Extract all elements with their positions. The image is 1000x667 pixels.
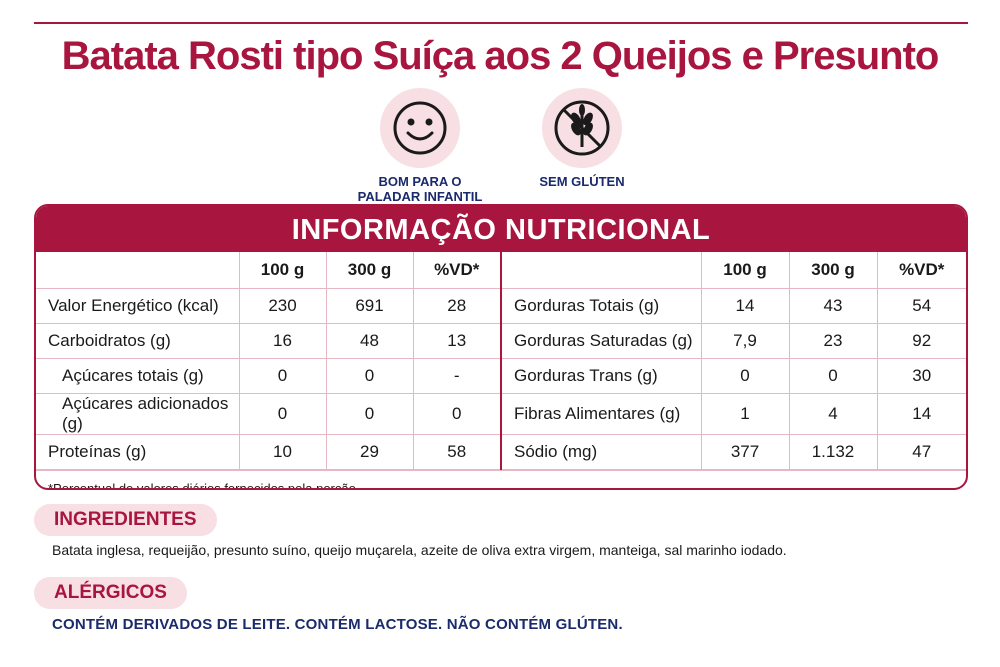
nutrient-value: 377 bbox=[700, 433, 790, 470]
nutrient-value: 0 bbox=[238, 392, 327, 435]
empty-cell bbox=[500, 252, 702, 289]
table-row: Valor Energético (kcal) 230 691 28 Gordu… bbox=[36, 287, 966, 324]
nutrient-value: 0 bbox=[700, 357, 790, 394]
product-title: Batata Rosti tipo Suíça aos 2 Queijos e … bbox=[61, 34, 940, 78]
nutrient-value: 10 bbox=[238, 433, 327, 470]
table-row: Açúcares totais (g) 0 0 - Gorduras Trans… bbox=[36, 357, 966, 394]
nutrient-value: 48 bbox=[325, 322, 414, 359]
nutrient-value: 0 bbox=[238, 357, 327, 394]
smiley-face-icon bbox=[380, 88, 460, 168]
nutrition-header: INFORMAÇÃO NUTRICIONAL bbox=[36, 206, 966, 252]
nutrient-value: 23 bbox=[788, 322, 878, 359]
nutrient-label: Proteínas (g) bbox=[36, 433, 240, 470]
nutrient-value: 14 bbox=[876, 392, 966, 435]
nutrient-value: 16 bbox=[238, 322, 327, 359]
no-wheat-icon bbox=[542, 88, 622, 168]
badge-kids: BOM PARA O PALADAR INFANTIL bbox=[335, 88, 505, 204]
nutrient-value: 0 bbox=[788, 357, 878, 394]
nutrient-value: - bbox=[412, 357, 502, 394]
top-rule bbox=[34, 22, 968, 24]
nutrient-value: 0 bbox=[325, 392, 414, 435]
nutrient-value: 14 bbox=[700, 287, 790, 324]
nutrient-value: 54 bbox=[876, 287, 966, 324]
nutrient-value: 7,9 bbox=[700, 322, 790, 359]
nutrient-value: 13 bbox=[412, 322, 502, 359]
nutrient-label: Sódio (mg) bbox=[500, 433, 702, 470]
allergens-text: CONTÉM DERIVADOS DE LEITE. CONTÉM LACTOS… bbox=[52, 616, 623, 633]
badge-gluten-label: SEM GLÚTEN bbox=[539, 174, 625, 189]
nutrient-label: Fibras Alimentares (g) bbox=[500, 392, 702, 435]
table-row: Açúcares adicionados (g) 0 0 0 Fibras Al… bbox=[36, 392, 966, 435]
column-header: 100 g bbox=[238, 252, 327, 289]
nutrient-label: Açúcares totais (g) bbox=[36, 357, 240, 394]
nutrient-label: Gorduras Trans (g) bbox=[500, 357, 702, 394]
nutrient-value: 0 bbox=[412, 392, 502, 435]
column-header: 100 g bbox=[700, 252, 790, 289]
column-header: 300 g bbox=[325, 252, 414, 289]
nutrient-label: Gorduras Saturadas (g) bbox=[500, 322, 702, 359]
nutrient-value: 4 bbox=[788, 392, 878, 435]
nutrition-footnote: *Percentual de valores diários fornecido… bbox=[36, 469, 966, 488]
nutrient-label: Gorduras Totais (g) bbox=[500, 287, 702, 324]
table-row: Carboidratos (g) 16 48 13 Gorduras Satur… bbox=[36, 322, 966, 359]
nutrient-value: 0 bbox=[325, 357, 414, 394]
nutrient-value: 92 bbox=[876, 322, 966, 359]
nutrient-value: 47 bbox=[876, 433, 966, 470]
badge-gluten-free: SEM GLÚTEN bbox=[497, 88, 667, 189]
ingredients-heading: INGREDIENTES bbox=[34, 504, 217, 536]
nutrition-grid: 100 g 300 g %VD* 100 g 300 g %VD* Valor … bbox=[36, 252, 966, 470]
nutrient-value: 1.132 bbox=[788, 433, 878, 470]
empty-cell bbox=[36, 252, 240, 289]
column-header: 300 g bbox=[788, 252, 878, 289]
nutrient-label: Açúcares adicionados (g) bbox=[36, 392, 240, 435]
table-row: Proteínas (g) 10 29 58 Sódio (mg) 377 1.… bbox=[36, 433, 966, 470]
nutrient-label: Carboidratos (g) bbox=[36, 322, 240, 359]
nutrient-label: Valor Energético (kcal) bbox=[36, 287, 240, 324]
ingredients-text: Batata inglesa, requeijão, presunto suín… bbox=[52, 542, 787, 558]
nutrient-value: 29 bbox=[325, 433, 414, 470]
nutrient-value: 28 bbox=[412, 287, 502, 324]
nutrition-column-headers: 100 g 300 g %VD* 100 g 300 g %VD* bbox=[36, 252, 966, 289]
column-header: %VD* bbox=[876, 252, 966, 289]
nutrient-value: 1 bbox=[700, 392, 790, 435]
nutrient-value: 30 bbox=[876, 357, 966, 394]
allergens-heading: ALÉRGICOS bbox=[34, 577, 187, 609]
column-header: %VD* bbox=[412, 252, 502, 289]
badge-kids-label: BOM PARA O PALADAR INFANTIL bbox=[357, 174, 483, 204]
nutrient-value: 230 bbox=[238, 287, 327, 324]
nutrition-facts-table: INFORMAÇÃO NUTRICIONAL 100 g 300 g %VD* … bbox=[34, 204, 968, 490]
nutrient-value: 58 bbox=[412, 433, 502, 470]
nutrient-value: 43 bbox=[788, 287, 878, 324]
nutrient-value: 691 bbox=[325, 287, 414, 324]
